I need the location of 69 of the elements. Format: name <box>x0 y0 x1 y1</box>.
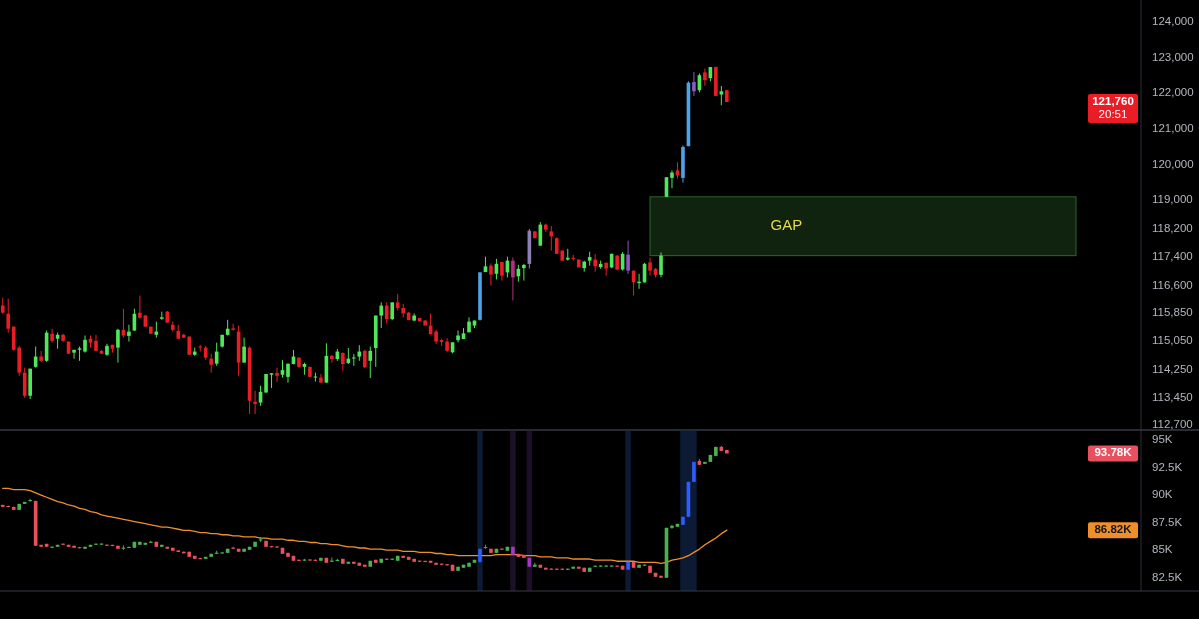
annotation: 20:51 <box>1098 108 1128 120</box>
y-tick-label: 124,000 <box>1152 15 1194 28</box>
candlestick <box>6 298 11 334</box>
y-tick-label: 117,400 <box>1152 250 1193 263</box>
candlestick <box>50 545 54 549</box>
candlestick <box>500 547 504 551</box>
candlestick <box>384 301 389 324</box>
y-tick-label: 121,000 <box>1152 122 1194 135</box>
y-tick-label: 82.5K <box>1152 570 1183 583</box>
candlestick <box>379 301 384 329</box>
y-tick-label: 119,000 <box>1152 193 1193 206</box>
candlestick <box>127 324 131 343</box>
candlestick <box>149 540 153 544</box>
candlestick <box>330 557 334 563</box>
candlestick <box>445 563 449 567</box>
candlestick <box>703 67 707 87</box>
candlestick <box>116 328 120 364</box>
candlestick <box>511 256 515 302</box>
candlestick <box>231 546 235 550</box>
candlestick <box>368 346 373 379</box>
annotation: 121,760 <box>1092 95 1134 107</box>
candlestick <box>94 542 98 546</box>
y-tick-label: 116,600 <box>1152 278 1193 291</box>
candlestick <box>231 323 235 332</box>
y-tick-label: 115,050 <box>1152 334 1193 347</box>
y-tick-label: 92.5K <box>1152 460 1183 473</box>
y-tick-label: 113,450 <box>1152 391 1193 404</box>
candlestick <box>61 542 65 546</box>
candlestick <box>341 351 345 372</box>
y-tick-label: 120,000 <box>1152 157 1194 170</box>
candlestick <box>659 251 663 278</box>
y-tick-label: 114,250 <box>1152 362 1193 375</box>
annotation: 86.82K <box>1094 523 1133 536</box>
annotation: 93.78K <box>1094 446 1133 459</box>
candlestick <box>456 330 460 343</box>
y-tick-label: 118,200 <box>1152 221 1193 234</box>
candlestick <box>362 349 367 369</box>
y-tick-label: 123,000 <box>1152 50 1194 63</box>
candlestick <box>549 225 554 252</box>
candlestick <box>330 354 334 364</box>
candlestick <box>489 262 493 287</box>
y-tick-label: 112,700 <box>1152 418 1193 431</box>
candlestick <box>138 295 142 320</box>
y-tick-label: 122,000 <box>1152 86 1194 99</box>
candlestick <box>648 256 652 277</box>
y-tick-label: 115,850 <box>1152 305 1193 318</box>
band-label: GAP <box>770 216 803 234</box>
candlestick <box>626 240 630 275</box>
candlestick <box>50 328 54 344</box>
candlestick <box>670 169 674 189</box>
candlestick <box>500 261 504 282</box>
candlestick <box>352 353 356 367</box>
candlestick <box>275 367 279 383</box>
candlestick <box>264 373 268 394</box>
y-tick-label: 87.5K <box>1152 515 1183 528</box>
candlestick <box>253 390 257 415</box>
candlestick <box>670 524 674 530</box>
candlestick <box>522 263 526 282</box>
line-series <box>2 487 728 565</box>
candlestick <box>105 543 109 547</box>
candlestick <box>39 350 43 363</box>
y-tick-label: 85K <box>1152 543 1173 556</box>
candlestick <box>209 353 213 374</box>
candlestick <box>242 337 246 364</box>
candlestick <box>615 564 619 568</box>
y-tick-label: 95K <box>1152 432 1173 445</box>
candlestick <box>692 71 696 97</box>
candlestick <box>72 349 76 360</box>
y-tick-label: 90K <box>1152 488 1173 501</box>
